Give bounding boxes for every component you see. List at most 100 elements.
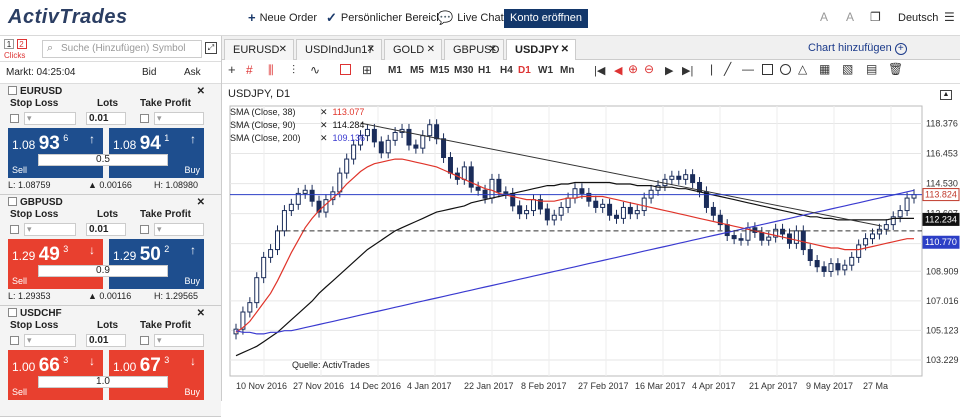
ellipse-icon[interactable] xyxy=(780,64,791,75)
sell-button[interactable]: 1.00 66 3 ↓ Sell xyxy=(8,350,103,400)
lots-input[interactable]: 0.01 xyxy=(86,112,126,125)
close-tab-icon[interactable]: ✕ xyxy=(278,44,287,55)
instrument-card-eurusd: EURUSD ✕ Stop Loss Lots Take Profit ▾ 0.0… xyxy=(0,84,221,195)
stop-loss-field[interactable]: ▾ xyxy=(24,223,76,236)
card-checkbox[interactable] xyxy=(8,308,17,317)
channel-icon[interactable]: ▧ xyxy=(842,62,854,76)
first-icon[interactable]: |◀ xyxy=(594,65,606,77)
rectangle-icon[interactable] xyxy=(762,64,773,75)
remove-indicator-icon[interactable]: ✕ xyxy=(320,107,328,117)
take-profit-field[interactable]: ▾ xyxy=(154,112,204,125)
close-tab-icon[interactable]: ✕ xyxy=(560,44,569,55)
take-profit-checkbox[interactable] xyxy=(140,225,149,234)
tab-eurusd[interactable]: EURUSD ✕ xyxy=(224,39,294,60)
click-mode[interactable]: 1 2 Clicks xyxy=(4,39,27,60)
timeframe-m15[interactable]: M15 xyxy=(430,65,450,76)
live-chat-link[interactable]: 💬 Live Chat xyxy=(437,10,504,25)
stop-loss-checkbox[interactable] xyxy=(10,114,19,123)
candle-body xyxy=(662,178,668,187)
buy-button[interactable]: 1.00 67 3 ↓ Buy xyxy=(109,350,204,400)
close-tab-icon[interactable]: ✕ xyxy=(488,44,497,55)
take-profit-checkbox[interactable] xyxy=(140,114,149,123)
text-tool-icon[interactable]: ▤ xyxy=(866,62,878,76)
personal-area-link[interactable]: ✓ Persönlicher Bereich xyxy=(326,10,443,25)
grid-icon[interactable]: # xyxy=(246,63,253,77)
timeframe-m30[interactable]: M30 xyxy=(454,65,474,76)
cursor-icon[interactable]: | xyxy=(710,62,714,76)
open-account-button[interactable]: Konto eröffnen xyxy=(504,9,588,28)
candle-body xyxy=(627,206,633,215)
buy-button[interactable]: 1.08 94 1 ↑ Buy xyxy=(109,128,204,178)
lots-input[interactable]: 0.01 xyxy=(86,223,126,236)
timeframe-h4[interactable]: H4 xyxy=(500,65,513,76)
triangle-icon[interactable]: △ xyxy=(798,62,808,76)
add-chart-button[interactable]: Chart hinzufügen + xyxy=(808,42,907,55)
tab-usdjpy[interactable]: USDJPY ✕ xyxy=(506,39,576,60)
timeframe-w1[interactable]: W1 xyxy=(538,65,553,76)
candle-body xyxy=(496,178,502,193)
take-profit-field[interactable]: ▾ xyxy=(154,334,204,347)
tab-gold[interactable]: GOLD ✕ xyxy=(384,39,442,60)
candles-icon[interactable]: ⫼ xyxy=(268,63,274,77)
tab-gbpusd[interactable]: GBPUSD ✕ xyxy=(444,39,504,60)
timeframe-mn[interactable]: Mn xyxy=(560,65,575,76)
price-chart[interactable]: 118.376116.453114.530112.607110.684108.9… xyxy=(222,84,960,401)
stop-loss-field[interactable]: ▾ xyxy=(24,112,76,125)
quantity-input[interactable]: 0.5 xyxy=(38,154,168,166)
new-order-link[interactable]: + Neue Order xyxy=(248,10,318,25)
take-profit-field[interactable]: ▾ xyxy=(154,223,204,236)
card-checkbox[interactable] xyxy=(8,86,17,95)
last-icon[interactable]: ▶| xyxy=(682,65,694,77)
table-icon[interactable]: ⊞ xyxy=(362,63,373,77)
stop-loss-checkbox[interactable] xyxy=(10,336,19,345)
timeframe-d1[interactable]: D1 xyxy=(518,65,531,76)
remove-indicator-icon[interactable]: ✕ xyxy=(320,120,328,130)
settings-icon[interactable]: ☰ xyxy=(944,10,955,24)
close-icon[interactable]: ✕ xyxy=(196,197,205,208)
timeframe-m5[interactable]: M5 xyxy=(410,65,424,76)
chart-area[interactable]: USDJPY, D1 ▲ 118.376116.453114.530112.60… xyxy=(222,84,960,401)
symbol-search-input[interactable]: ⌕ Suche (Hinzufügen) Symbol xyxy=(42,40,202,58)
close-icon[interactable]: ✕ xyxy=(196,308,205,319)
next-icon[interactable]: ▶ xyxy=(665,65,674,77)
lots-input[interactable]: 0.01 xyxy=(86,334,126,347)
language-select[interactable]: Deutsch xyxy=(898,12,939,24)
prev-icon[interactable]: ◀ xyxy=(614,65,623,77)
zoom-out-icon[interactable]: ⊖ xyxy=(644,62,655,76)
candle-body xyxy=(510,192,516,207)
buy-button[interactable]: 1.29 50 2 ↑ Buy xyxy=(109,239,204,289)
card-checkbox[interactable] xyxy=(8,197,17,206)
stop-loss-field[interactable]: ▾ xyxy=(24,334,76,347)
fibonacci-icon[interactable]: ▦ xyxy=(819,62,831,76)
sell-button[interactable]: 1.08 93 6 ↑ Sell xyxy=(8,128,103,178)
close-tab-icon[interactable]: ✕ xyxy=(366,44,375,55)
close-tab-icon[interactable]: ✕ xyxy=(426,44,435,55)
timeframe-h1[interactable]: H1 xyxy=(478,65,491,76)
delete-icon[interactable]: 🗑 xyxy=(888,62,904,76)
detach-icon[interactable]: ⤢ xyxy=(205,42,217,54)
bars-icon[interactable]: ⫶ xyxy=(292,63,296,77)
two-click-option[interactable]: 2 xyxy=(16,39,27,49)
window-icon[interactable]: ❐ xyxy=(870,10,881,24)
take-profit-checkbox[interactable] xyxy=(140,336,149,345)
stop-loss-checkbox[interactable] xyxy=(10,225,19,234)
line-chart-icon[interactable]: ∿ xyxy=(310,63,321,77)
timeframe-m1[interactable]: M1 xyxy=(388,65,402,76)
quantity-input[interactable]: 1.0 xyxy=(38,376,168,388)
zoom-in-icon[interactable]: ⊕ xyxy=(628,62,639,76)
crosshair-icon[interactable]: + xyxy=(228,62,236,77)
font-increase-icon[interactable]: A xyxy=(846,10,855,24)
close-icon[interactable]: ✕ xyxy=(196,86,205,97)
tab-usdindjun17[interactable]: USDIndJun17 ✕ xyxy=(296,39,382,60)
sell-button[interactable]: 1.29 49 3 ↓ Sell xyxy=(8,239,103,289)
trendline-icon[interactable]: ╱ xyxy=(724,62,732,76)
collapse-icon[interactable]: ▲ xyxy=(940,90,952,100)
quantity-input[interactable]: 0.9 xyxy=(38,265,168,277)
candle-body xyxy=(261,256,267,279)
one-click-option[interactable]: 1 xyxy=(4,39,14,49)
remove-indicator-icon[interactable]: ✕ xyxy=(320,133,328,143)
square-icon[interactable] xyxy=(340,64,351,75)
search-icon: ⌕ xyxy=(47,42,54,54)
font-decrease-icon[interactable]: A xyxy=(820,10,829,24)
hline-icon[interactable]: — xyxy=(742,62,754,76)
